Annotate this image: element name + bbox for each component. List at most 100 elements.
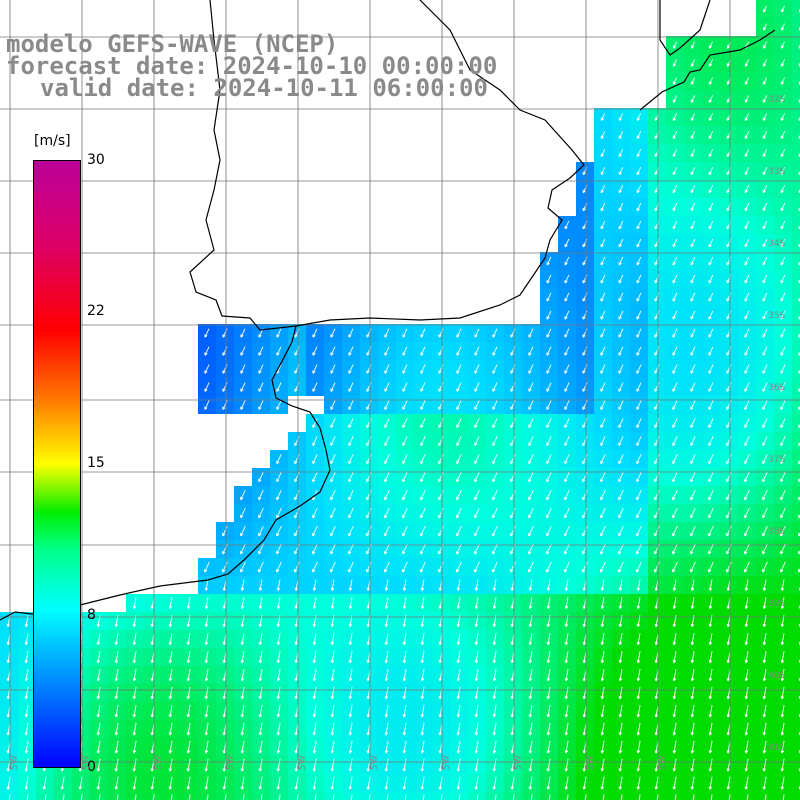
wind-arrow — [564, 579, 569, 591]
wind-arrow — [636, 346, 642, 356]
wind-arrow — [636, 400, 642, 410]
wind-arrow — [422, 794, 425, 800]
wind-arrow — [222, 543, 228, 555]
wind-arrow — [204, 382, 210, 392]
wind-arrow — [492, 400, 498, 410]
longitude-label: 5W — [154, 755, 164, 770]
wind-arrow — [564, 758, 569, 772]
wind-arrow — [564, 310, 570, 320]
wind-arrow — [186, 740, 191, 754]
wind-arrow — [636, 651, 641, 664]
wind-arrow — [726, 507, 732, 519]
wind-arrow — [438, 525, 444, 537]
wind-arrow — [258, 400, 264, 410]
wind-arrow — [186, 686, 191, 700]
wind-arrow — [564, 776, 569, 790]
wind-speed-cell — [0, 792, 18, 800]
wind-arrow — [8, 794, 11, 800]
wind-arrow — [672, 686, 677, 700]
wind-arrow — [492, 507, 498, 519]
wind-arrow — [690, 149, 696, 158]
wind-arrow — [456, 668, 461, 682]
wind-arrow — [726, 454, 732, 465]
wind-arrow — [600, 238, 606, 248]
wind-arrow — [600, 704, 605, 718]
wind-speed-cell — [216, 792, 234, 800]
wind-arrow — [744, 633, 749, 646]
wind-arrow — [780, 23, 785, 31]
wind-arrow — [546, 418, 552, 428]
wind-arrow — [654, 472, 660, 483]
wind-arrow — [386, 794, 389, 800]
wind-arrow — [618, 525, 624, 537]
wind-arrow — [618, 633, 623, 646]
wind-arrow — [348, 776, 353, 790]
wind-arrow — [528, 400, 534, 410]
wind-arrow — [582, 436, 588, 447]
wind-arrow — [348, 722, 353, 736]
wind-arrow — [672, 758, 677, 772]
wind-speed-cell — [450, 792, 468, 800]
wind-speed-cell — [792, 162, 800, 180]
wind-arrow — [384, 436, 390, 447]
wind-arrow — [690, 184, 696, 194]
latitude-label: 38S — [768, 527, 786, 537]
wind-arrow — [690, 256, 696, 266]
wind-arrow — [204, 579, 209, 591]
wind-arrow — [708, 59, 713, 67]
wind-arrow — [456, 722, 461, 736]
wind-arrow — [618, 167, 624, 176]
wind-arrow — [762, 525, 768, 537]
wind-arrow — [296, 794, 299, 800]
wind-arrow — [456, 704, 461, 718]
wind-arrow — [618, 436, 624, 447]
wind-arrow — [546, 776, 551, 790]
wind-arrow — [402, 740, 407, 754]
wind-speed-cell — [792, 468, 800, 486]
wind-arrow — [762, 41, 767, 49]
wind-arrow — [278, 794, 281, 800]
wind-arrow — [384, 364, 390, 374]
wind-arrow — [744, 579, 749, 591]
wind-arrow — [240, 400, 246, 410]
wind-arrow — [672, 220, 678, 230]
wind-arrow — [528, 758, 533, 772]
wind-arrow — [672, 167, 678, 176]
colorbar-tick-8: 8 — [87, 607, 96, 623]
wind-arrow — [744, 561, 750, 573]
wind-arrow — [690, 310, 696, 320]
wind-arrow — [726, 472, 732, 483]
wind-arrow — [348, 364, 354, 374]
wind-arrow — [618, 507, 624, 519]
colorbar-tick-30: 30 — [87, 152, 105, 168]
wind-speed-cell — [468, 792, 486, 800]
wind-arrow — [312, 382, 318, 392]
colorbar — [33, 160, 81, 768]
wind-arrow — [348, 346, 354, 356]
wind-arrow — [114, 776, 119, 790]
wind-arrow — [780, 310, 786, 320]
wind-arrow — [600, 668, 605, 682]
wind-arrow — [564, 597, 569, 609]
wind-arrow — [690, 472, 696, 483]
wind-arrow — [240, 668, 245, 682]
wind-arrow — [456, 758, 461, 772]
wind-arrow — [150, 776, 155, 790]
wind-arrow — [492, 454, 498, 465]
wind-arrow — [546, 668, 551, 682]
wind-arrow — [744, 220, 750, 230]
wind-arrow — [258, 686, 263, 700]
wind-arrow — [618, 400, 624, 410]
wind-arrow — [186, 758, 191, 772]
wind-arrow — [456, 489, 462, 501]
wind-arrow — [366, 776, 371, 790]
wind-arrow — [780, 651, 785, 664]
wind-arrow — [492, 776, 497, 790]
wind-arrow — [438, 436, 444, 447]
wind-arrow — [690, 489, 696, 501]
wind-arrow — [186, 597, 191, 609]
wind-arrow — [528, 489, 534, 501]
wind-arrow — [762, 167, 768, 176]
wind-arrow — [132, 722, 137, 736]
wind-arrow — [330, 382, 336, 392]
